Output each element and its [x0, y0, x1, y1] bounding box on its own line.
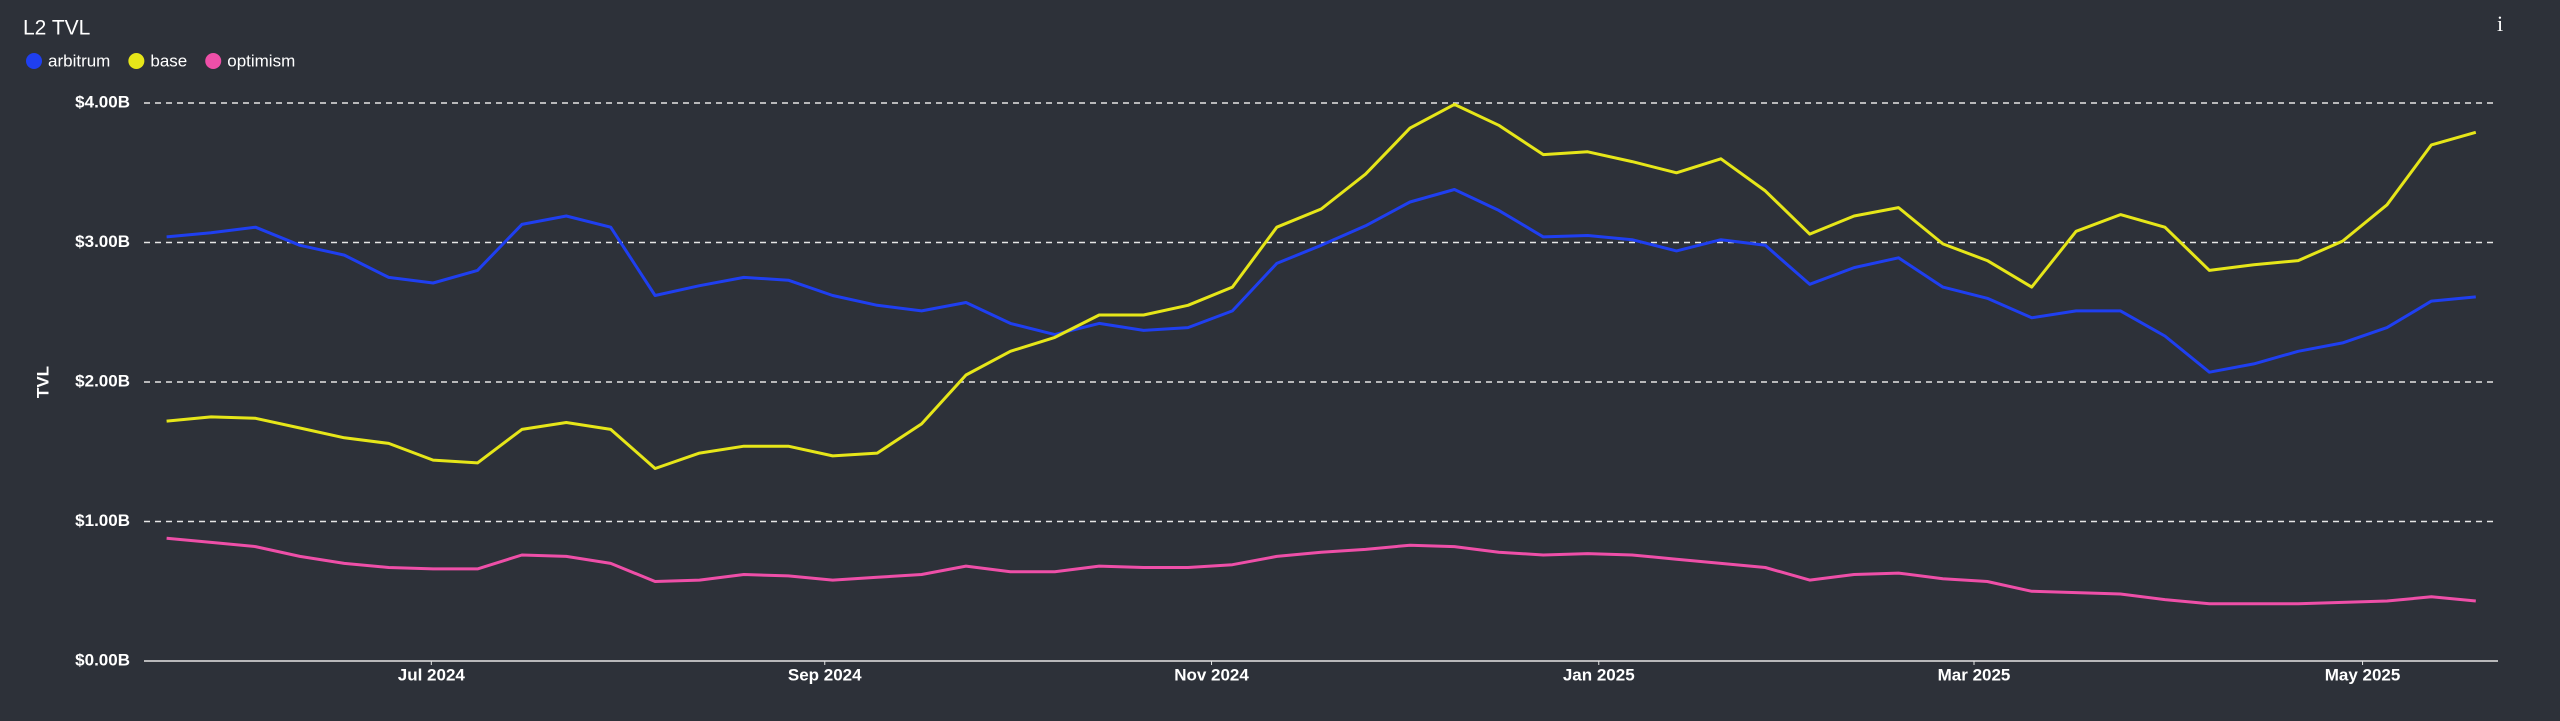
x-tick-label: Nov 2024 — [1174, 665, 1249, 684]
y-tick-label: $4.00B — [75, 92, 130, 111]
y-tick-label: $2.00B — [75, 371, 130, 390]
x-tick-label: Jan 2025 — [1563, 665, 1635, 684]
y-tick-label: $3.00B — [75, 232, 130, 251]
y-tick-label: $0.00B — [75, 650, 130, 669]
legend-label[interactable]: arbitrum — [48, 51, 110, 70]
series-line — [166, 188, 2476, 374]
series-line — [166, 102, 2477, 470]
x-tick-label: Jul 2024 — [398, 665, 466, 684]
y-axis-label: TVL — [33, 366, 52, 398]
info-icon[interactable]: i — [2497, 11, 2503, 36]
x-tick-label: Mar 2025 — [1938, 665, 2011, 684]
x-tick-label: Sep 2024 — [788, 665, 862, 684]
legend-label[interactable]: base — [150, 51, 187, 70]
chart-title: L2 TVL — [23, 17, 90, 40]
x-tick-label: May 2025 — [2325, 665, 2401, 684]
legend-marker[interactable] — [26, 53, 42, 69]
series-line — [166, 536, 2476, 606]
legend-label[interactable]: optimism — [227, 51, 295, 70]
y-tick-label: $1.00B — [75, 511, 130, 530]
legend-marker[interactable] — [205, 53, 222, 69]
legend-marker[interactable] — [128, 53, 145, 69]
